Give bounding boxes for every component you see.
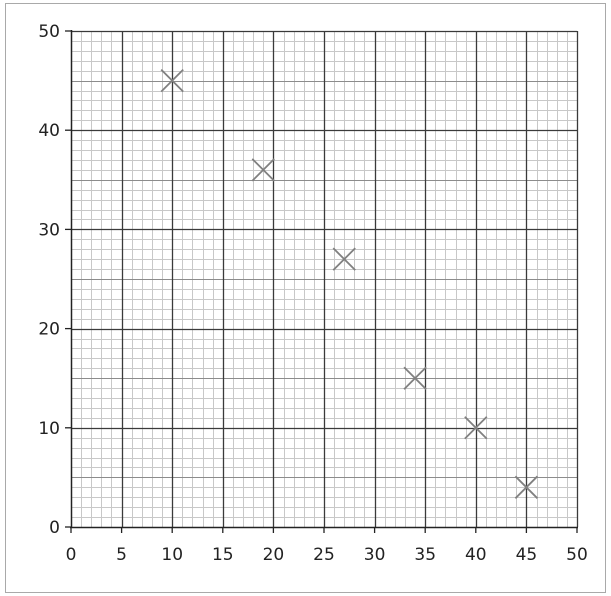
marker-stroke [160,68,184,93]
x-tick-label: 50 [566,545,588,565]
y-tick-label: 10 [38,419,60,439]
minor-gridlines [71,31,577,527]
chart-frame [5,3,606,593]
y-tick-label: 20 [38,320,60,340]
data-point-marker [514,475,539,499]
x-tick-label: 25 [313,545,335,565]
x-tick-label: 35 [414,545,436,565]
data-points [160,68,539,499]
data-point-marker [464,416,488,440]
x-tick-label: 40 [465,545,487,565]
y-tick-label: 40 [38,121,60,141]
x-axis-ticks: 0 5 10 15 20 25 30 35 40 45 50 [66,527,588,565]
data-point-marker [332,247,356,271]
y-axis-ticks: 0 10 20 30 40 50 [38,22,71,538]
data-point-marker [403,366,427,390]
x-tick-label: 5 [116,545,127,565]
y-tick-label: 0 [49,518,60,538]
x-tick-label: 45 [516,545,538,565]
y-tick-label: 50 [38,22,60,42]
marker-stroke [464,416,488,440]
major-gridlines [71,30,579,527]
data-point-marker [251,158,275,182]
y-tick-label: 30 [38,220,60,240]
x-tick-label: 0 [66,545,77,565]
x-tick-label: 10 [161,545,183,565]
x-tick-label: 20 [263,545,285,565]
marker-stroke [514,475,539,499]
x-tick-label: 30 [364,545,386,565]
marker-stroke [403,366,427,390]
x-tick-label: 15 [212,545,234,565]
data-point-marker [160,68,184,93]
marker-stroke [251,158,275,182]
marker-stroke [332,247,356,271]
